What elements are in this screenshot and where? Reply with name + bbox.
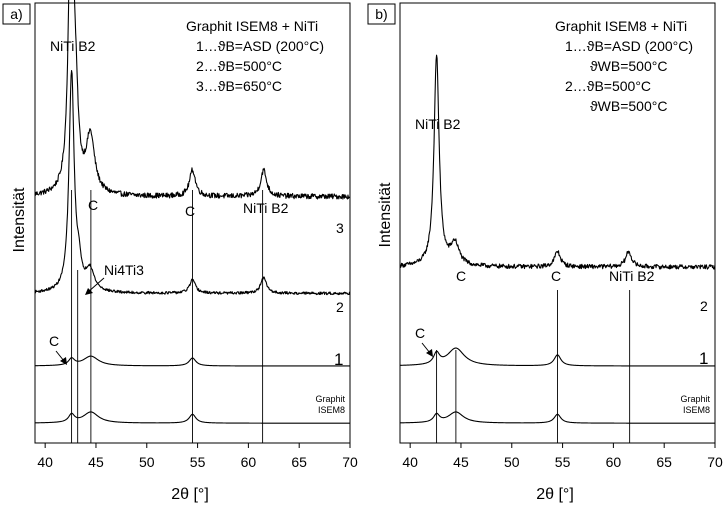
panel-label-a: a) [10, 6, 22, 22]
series-label-b-2: 2 [700, 298, 708, 314]
x-tick-label-b-0: 40 [402, 454, 418, 470]
series-trace-a-0 [34, 0, 351, 200]
series-label-a-3: 3 [336, 220, 344, 236]
series-label-b-1: 1 [699, 349, 708, 368]
panel-b: b) Intensität 2θ [°] 40 45 50 55 60 65 70 Grap… [367, 2, 723, 503]
series-label-a-1: 1 [334, 350, 343, 369]
y-axis-label-b: Intensität [377, 182, 394, 247]
anno-niti-b2-main-b: NiTi B2 [415, 116, 461, 132]
arrowhead-ni4ti3-a [85, 288, 93, 295]
x-tick-label-b-2: 50 [504, 454, 520, 470]
x-tick-label-b-5: 65 [656, 454, 672, 470]
arrow-ni4ti3-a [87, 277, 105, 293]
arrowhead-c-b [426, 349, 433, 357]
legend-line-b-1: 1…ϑB=ASD (200°C) [565, 38, 693, 54]
series-trace-a-1 [34, 70, 351, 296]
x-tick-label-b-1: 45 [453, 454, 469, 470]
x-tick-label-a-0: 40 [37, 454, 53, 470]
series-trace-b-1 [399, 347, 716, 367]
isem8-label-b: ISEM8 [683, 405, 710, 415]
x-axis-label-b: 2θ [°] [536, 486, 574, 503]
arrowhead-c-a [60, 357, 67, 365]
series-trace-b-2 [399, 411, 716, 424]
anno-c1-a: C [88, 197, 98, 213]
legend-title-a: Graphit ISEM8 + NiTi [186, 18, 318, 34]
reference-lines-a [71, 190, 264, 443]
x-axis-label-a: 2θ [°] [171, 486, 209, 503]
y-axis-label-a: Intensität [11, 187, 28, 252]
legend-line-a-1: 1…ϑB=ASD (200°C) [196, 38, 324, 54]
x-tick-label-a-1: 45 [88, 454, 104, 470]
anno-c1-b: C [456, 268, 466, 284]
x-tick-label-a-4: 60 [241, 454, 257, 470]
anno-c3-b: C [415, 325, 425, 341]
legend-line-b-4: ϑWB=500°C [590, 98, 667, 114]
reference-lines-b [436, 290, 631, 443]
panel-label-box-a [2, 3, 31, 25]
anno-ni4ti3-a: Ni4Ti3 [104, 262, 144, 278]
x-tick-label-a-3: 55 [190, 454, 206, 470]
legend-line-b-3: 2…ϑB=500°C [565, 78, 651, 94]
legend-title-b: Graphit ISEM8 + NiTi [555, 18, 687, 34]
panel-label-box-b [367, 3, 396, 25]
anno-niti-b2-right-b: NiTi B2 [609, 268, 655, 284]
x-tick-label-a-5: 65 [291, 454, 307, 470]
series-trace-a-2 [34, 355, 351, 367]
x-tick-label-a-6: 70 [342, 454, 358, 470]
series-trace-a-3 [34, 411, 351, 424]
series-label-a-2: 2 [336, 299, 344, 315]
traces-b [399, 54, 716, 424]
x-tick-label-a-2: 50 [139, 454, 155, 470]
panel-a: a) Intensität 2θ [°] 40 45 50 55 60 65 70 Grap… [2, 0, 358, 503]
legend-line-b-2: ϑWB=500°C [590, 58, 667, 74]
anno-niti-b2-main-a: NiTi B2 [50, 38, 96, 54]
anno-niti-b2-right-a: NiTi B2 [243, 200, 289, 216]
anno-c3-a: C [49, 333, 59, 349]
legend-line-a-2: 2…ϑB=500°C [196, 58, 282, 74]
x-ticks-a: 40 45 50 55 60 65 70 [37, 443, 358, 470]
series-trace-b-0 [399, 54, 716, 270]
anno-c2-a: C [185, 203, 195, 219]
anno-c2-b: C [551, 268, 561, 284]
graphit-label-b: Graphit [680, 394, 710, 404]
traces-a [34, 0, 351, 424]
legend-line-a-3: 3…ϑB=650°C [196, 78, 282, 94]
x-tick-label-b-6: 70 [707, 454, 723, 470]
x-tick-label-b-3: 55 [555, 454, 571, 470]
isem8-label-a: ISEM8 [318, 405, 345, 415]
x-tick-label-b-4: 60 [606, 454, 622, 470]
panel-label-b: b) [375, 6, 387, 22]
x-ticks-b: 40 45 50 55 60 65 70 [402, 443, 723, 470]
graphit-label-a: Graphit [315, 394, 345, 404]
